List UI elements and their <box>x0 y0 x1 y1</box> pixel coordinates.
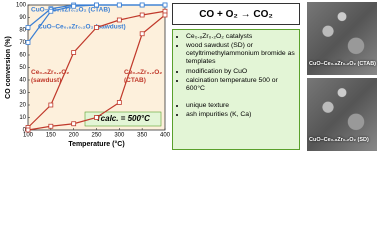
series-label: CuO–Ce₀.₈Zr₀.₂O₂ (sawdust) <box>38 24 126 31</box>
y-tick-label: 70 <box>19 40 26 46</box>
x-tick-label: 400 <box>160 133 170 139</box>
y-tick-label: 0 <box>23 128 27 134</box>
y-tick-label: 50 <box>19 65 26 71</box>
marker <box>48 8 54 14</box>
y-tick-label: 10 <box>19 115 26 121</box>
bullet: wood sawdust (SD) or cetyltrimethylammon… <box>186 42 295 66</box>
marker <box>48 123 54 129</box>
x-tick-label: 300 <box>114 133 125 139</box>
sem-image: CuO–Ce₀.₈Zr₀.₂O₂ (CTAB) <box>307 2 377 75</box>
marker <box>116 2 122 8</box>
page: Tcalc. = 500°C 0 10 20 30 40 50 60 70 80 90 100 100 1… <box>0 0 378 152</box>
x-tick-label: 100 <box>23 133 34 139</box>
x-tick-label: 200 <box>69 133 80 139</box>
marker <box>139 31 145 37</box>
y-tick-label: 100 <box>16 3 27 9</box>
marker <box>116 100 122 105</box>
y-tick-label: 40 <box>19 78 26 84</box>
outcome-list: unique textureash impurities (K, Ca) <box>177 102 295 119</box>
bullet: unique texture <box>186 102 295 110</box>
y-tick-label: 20 <box>19 103 26 109</box>
series-label: Ce₀.₈Zr₀.₂O₂ (sawdust) <box>31 69 69 84</box>
sem-image: CuO–Ce₀.₈Zr₀.₂O₂ (SD) <box>307 78 377 151</box>
marker <box>25 25 31 30</box>
marker <box>116 17 122 23</box>
bullet: calcination temperature 500 or 600°C <box>186 77 295 93</box>
marker <box>139 2 145 8</box>
y-tick-label: 60 <box>19 53 26 59</box>
bullet: ash impurities (K, Ca) <box>186 111 295 119</box>
bullet: modification by CuO <box>186 68 295 76</box>
marker <box>94 25 99 30</box>
marker <box>71 3 77 9</box>
y-tick-label: 90 <box>19 15 26 21</box>
reaction: CO + O₂ → CO₂ <box>172 3 300 25</box>
bullet: Ce₀.₈Zr₀.₂O₂ catalysts <box>186 33 295 41</box>
annotation-box <box>84 111 162 127</box>
image-label: CuO–Ce₀.₈Zr₀.₂O₂ (CTAB) <box>309 61 377 67</box>
series-label: CuO–Ce₀.₈Zr₀.₂O₂ (CTAB) <box>31 7 110 14</box>
y-tick-label: 30 <box>19 90 26 96</box>
x-tick-label: 350 <box>137 133 148 139</box>
marker <box>71 50 77 55</box>
marker <box>25 127 31 133</box>
feature-list: Ce₀.₈Zr₀.₂O₂ catalystswood sawdust (SD) … <box>177 33 295 93</box>
marker <box>71 121 77 127</box>
marker <box>94 2 99 8</box>
marker <box>162 2 168 8</box>
marker <box>25 40 31 45</box>
y-tick-label: 80 <box>19 28 26 34</box>
x-tick-label: 250 <box>91 133 102 139</box>
features-box: Ce₀.₈Zr₀.₂O₂ catalystswood sawdust (SD) … <box>172 29 300 150</box>
marker <box>48 102 54 108</box>
annotation: Tcalc. = 500°C <box>96 114 150 123</box>
x-axis-label: Temperature (°C) <box>68 140 124 148</box>
x-tick-label: 150 <box>46 133 57 139</box>
y-axis-label: CO conversion (%) <box>5 36 12 99</box>
marker <box>139 12 145 18</box>
marker <box>162 12 168 18</box>
marker <box>94 115 99 120</box>
image-label: CuO–Ce₀.₈Zr₀.₂O₂ (SD) <box>309 137 369 143</box>
series-label: Ce₀.₈Zr₀.₂O₂ (CTAB) <box>124 69 162 84</box>
chart: Tcalc. = 500°C 0 10 20 30 40 50 60 70 80 90 100 100 1… <box>5 2 170 148</box>
